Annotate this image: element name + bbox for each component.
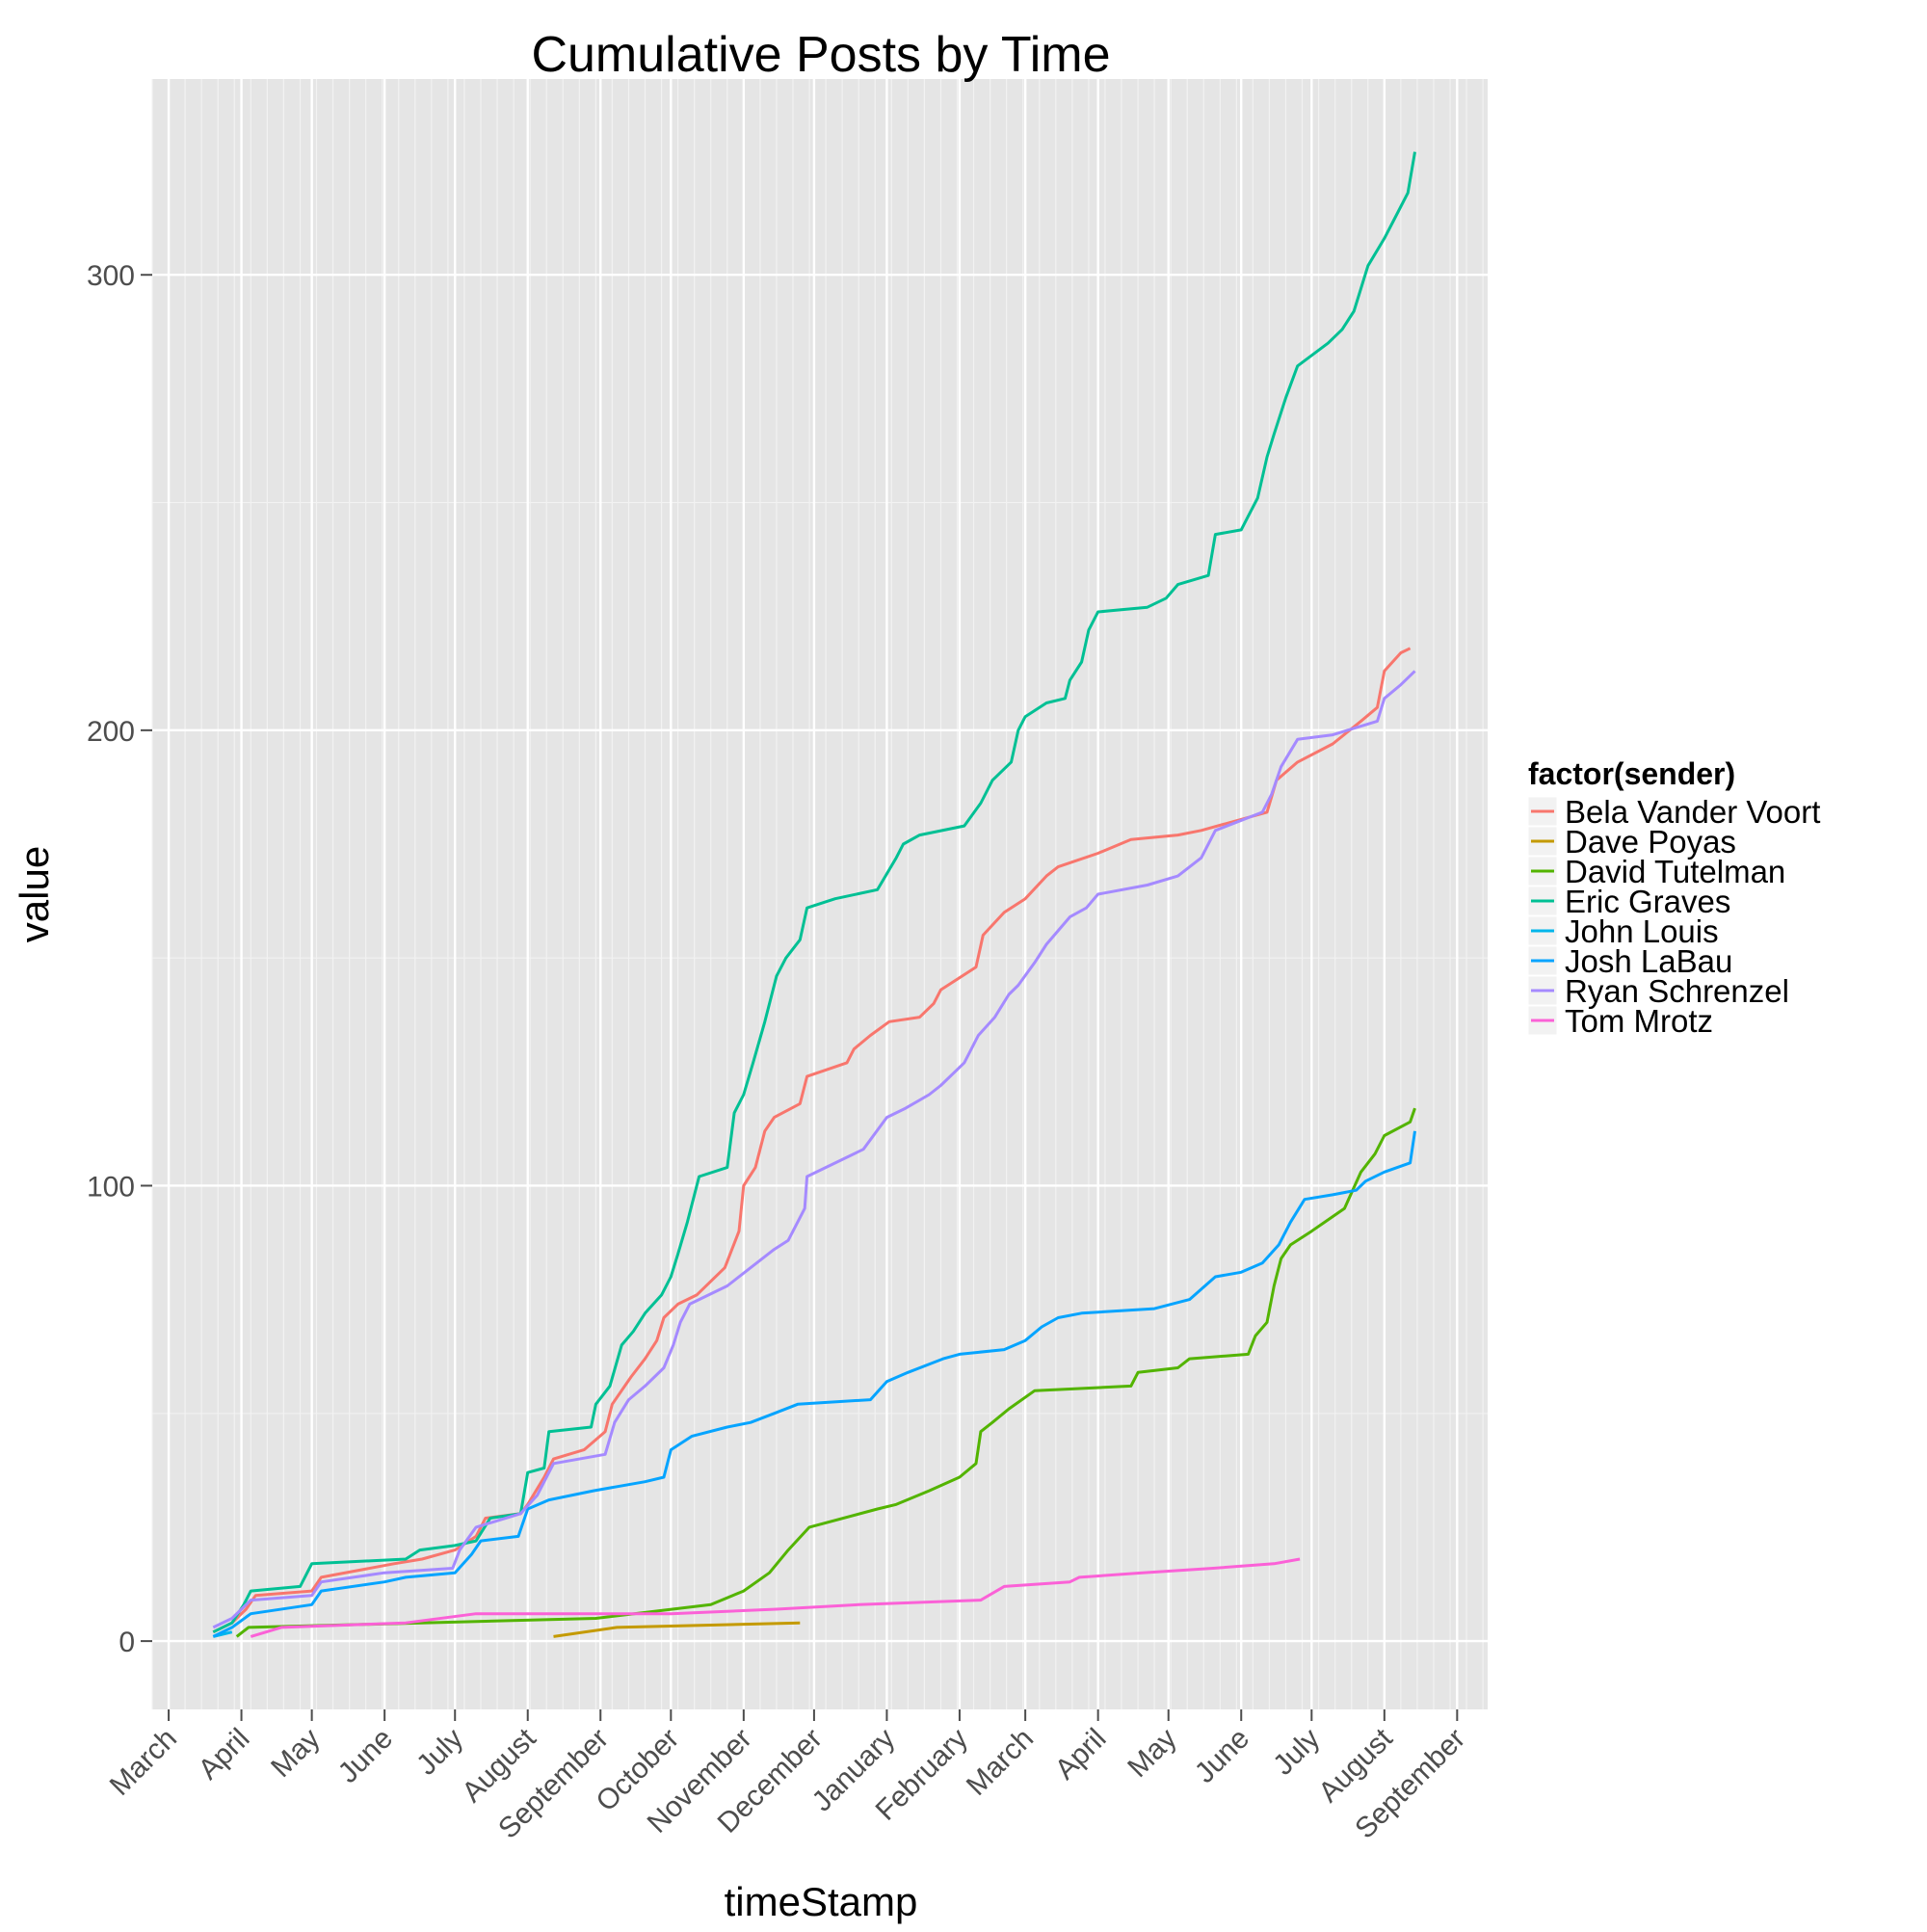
legend-item: Eric Graves <box>1527 884 1730 919</box>
legend-label: Ryan Schrenzel <box>1565 973 1789 1009</box>
series-line <box>235 1107 1416 1638</box>
legend-item: Ryan Schrenzel <box>1527 973 1789 1009</box>
legend-item: Bela Vander Voort <box>1527 794 1820 830</box>
series-line <box>212 670 1416 1629</box>
series-line <box>250 1557 1301 1638</box>
legend-label: Tom Mrotz <box>1565 1003 1713 1039</box>
legend-label: Bela Vander Voort <box>1565 794 1820 830</box>
y-tick-label: 300 <box>87 260 135 292</box>
series-line <box>212 151 1416 1634</box>
x-axis-title: timeStamp <box>725 1879 918 1924</box>
legend-item: Dave Poyas <box>1527 824 1736 860</box>
legend-item: Josh LaBau <box>1527 943 1732 979</box>
series-lines <box>212 151 1416 1638</box>
series-line <box>553 1621 801 1638</box>
legend-label: John Louis <box>1565 913 1719 949</box>
series-line <box>212 1130 1416 1638</box>
grid-lines <box>151 79 1488 1709</box>
chart-title: Cumulative Posts by Time <box>531 27 1110 83</box>
y-tick-label: 100 <box>87 1171 135 1203</box>
legend-title: factor(sender) <box>1528 756 1735 791</box>
plot-panel <box>152 79 1488 1709</box>
y-tick-label: 200 <box>87 716 135 748</box>
y-axis-title: value <box>12 846 57 942</box>
legend-item: John Louis <box>1527 913 1719 949</box>
legend-label: Dave Poyas <box>1565 824 1736 860</box>
y-tick-label: 0 <box>119 1627 135 1658</box>
legend-label: David Tutelman <box>1565 854 1785 889</box>
legend-label: Eric Graves <box>1565 884 1730 919</box>
legend-item: David Tutelman <box>1527 854 1785 889</box>
legend-label: Josh LaBau <box>1565 943 1732 979</box>
legend-item: Tom Mrotz <box>1527 1003 1713 1039</box>
